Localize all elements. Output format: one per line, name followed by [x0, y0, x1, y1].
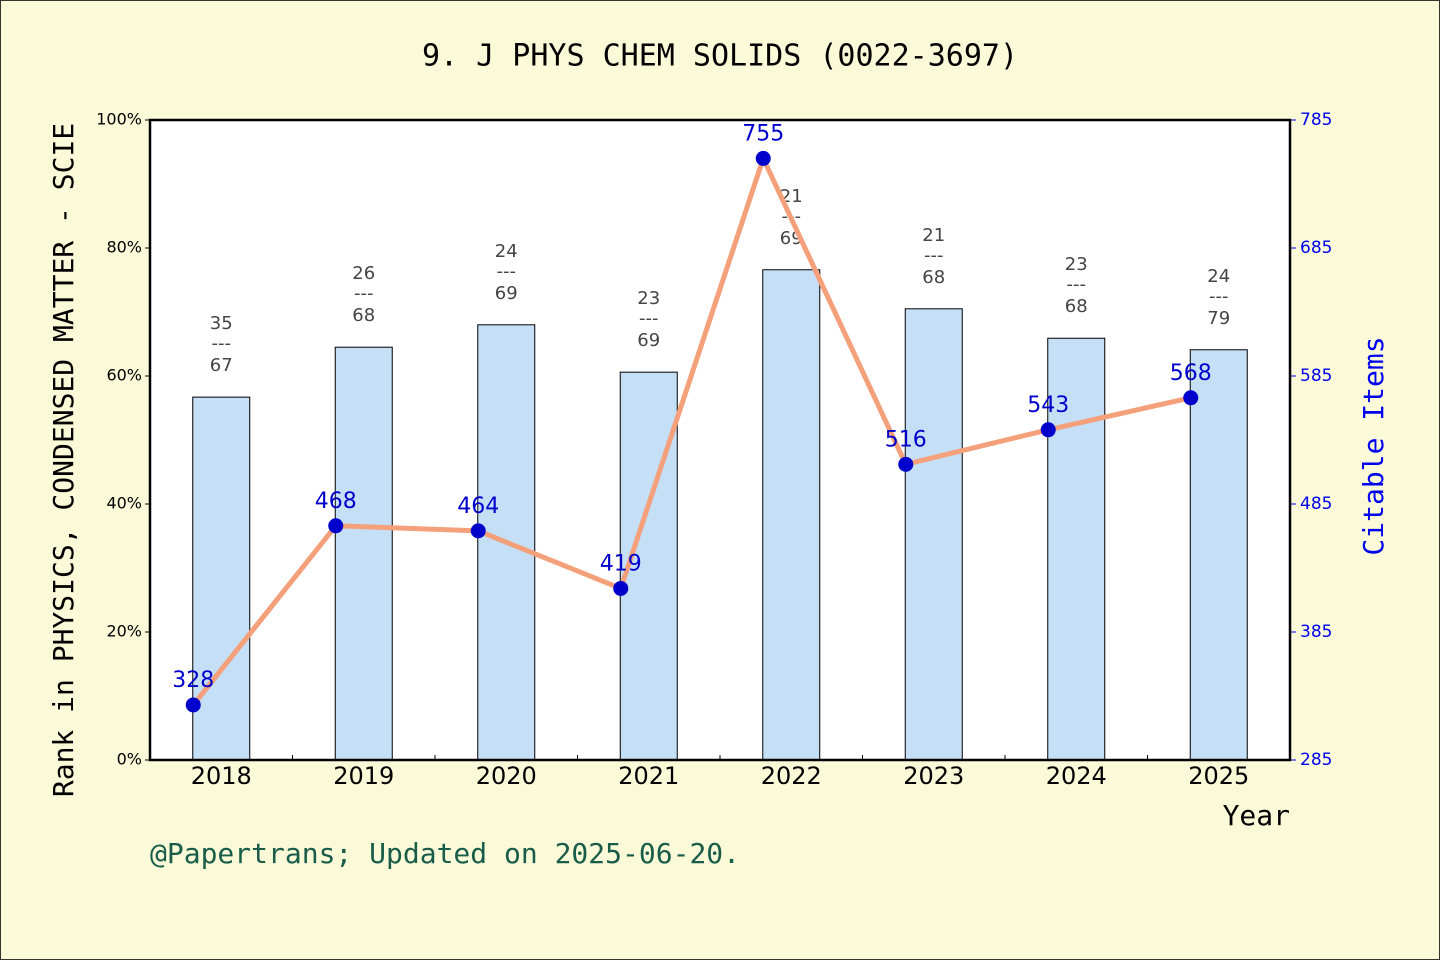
plot-frame — [148, 118, 1292, 762]
point — [613, 580, 629, 596]
rank-label: 23 — [637, 288, 660, 309]
y-axis-label: Rank in PHYSICS, CONDENSED MATTER - SCIE — [47, 123, 80, 797]
bar — [334, 346, 393, 761]
total-label: 68 — [922, 267, 945, 288]
total-label: 68 — [352, 305, 375, 326]
rank-separator: --- — [212, 333, 232, 354]
plot-area — [150, 120, 1290, 760]
data-label: 328 — [172, 668, 214, 693]
chart-title: 9. J PHYS CHEM SOLIDS (0022-3697) — [422, 39, 1018, 74]
footer: @Papertrans; Updated on 2025-06-20. — [150, 837, 740, 870]
y2-tick-label: 485 — [1300, 494, 1332, 514]
point — [328, 518, 344, 534]
y2-axis-label: Citable Items — [1357, 336, 1390, 555]
y-tick-label: 100% — [96, 110, 142, 129]
y-tick-label: 40% — [106, 494, 142, 513]
x-tick-label: 2021 — [618, 762, 679, 790]
rank-label: 26 — [352, 263, 375, 284]
point — [185, 697, 201, 713]
y-tick-label: 20% — [106, 622, 142, 641]
data-label: 464 — [457, 494, 499, 519]
total-label: 69 — [637, 330, 660, 351]
x-tick-label: 2023 — [903, 762, 964, 790]
y2-tick-label: 285 — [1300, 750, 1332, 770]
total-label: 68 — [1065, 296, 1088, 317]
point — [898, 456, 914, 472]
point — [470, 523, 486, 539]
x-tick-label: 2019 — [333, 762, 394, 790]
data-label: 516 — [885, 427, 927, 452]
rank-label: 23 — [1065, 254, 1088, 275]
rank-separator: --- — [1209, 286, 1229, 307]
data-label: 543 — [1027, 393, 1069, 418]
bar — [1189, 349, 1248, 761]
rank-separator: --- — [639, 308, 659, 329]
rank-label: 24 — [1207, 266, 1230, 287]
point — [1040, 422, 1056, 438]
rank-label: 35 — [210, 313, 233, 334]
y2-tick-label: 385 — [1300, 622, 1332, 642]
data-label: 419 — [600, 551, 642, 576]
total-label: 69 — [495, 283, 518, 304]
data-label: 568 — [1170, 361, 1212, 386]
rank-separator: --- — [924, 245, 944, 266]
x-tick-label: 2022 — [761, 762, 822, 790]
y-tick-label: 0% — [117, 750, 142, 769]
line — [191, 155, 1192, 707]
rank-label: 21 — [922, 225, 945, 246]
point — [755, 150, 771, 166]
bar — [1047, 337, 1106, 761]
point — [1183, 390, 1199, 406]
y-tick-label: 60% — [106, 366, 142, 385]
x-axis-label: Year — [1223, 799, 1290, 832]
data-label: 468 — [315, 489, 357, 514]
rank-separator: --- — [497, 261, 517, 282]
y2-tick-label: 585 — [1300, 366, 1332, 386]
x-tick-label: 2020 — [476, 762, 537, 790]
x-tick-label: 2018 — [191, 762, 252, 790]
total-label: 79 — [1207, 308, 1230, 329]
y2-tick-label: 685 — [1300, 238, 1332, 258]
bar — [904, 308, 963, 761]
bar — [762, 269, 821, 761]
total-label: 67 — [210, 355, 233, 376]
rank-separator: --- — [354, 283, 374, 304]
y-tick-label: 80% — [106, 238, 142, 257]
rank-label: 24 — [495, 241, 518, 262]
y2-tick-label: 785 — [1300, 110, 1332, 130]
bar — [192, 396, 251, 761]
rank-separator: --- — [1067, 274, 1087, 295]
x-tick-label: 2024 — [1046, 762, 1107, 790]
data-label: 755 — [742, 121, 784, 146]
x-tick-label: 2025 — [1188, 762, 1249, 790]
